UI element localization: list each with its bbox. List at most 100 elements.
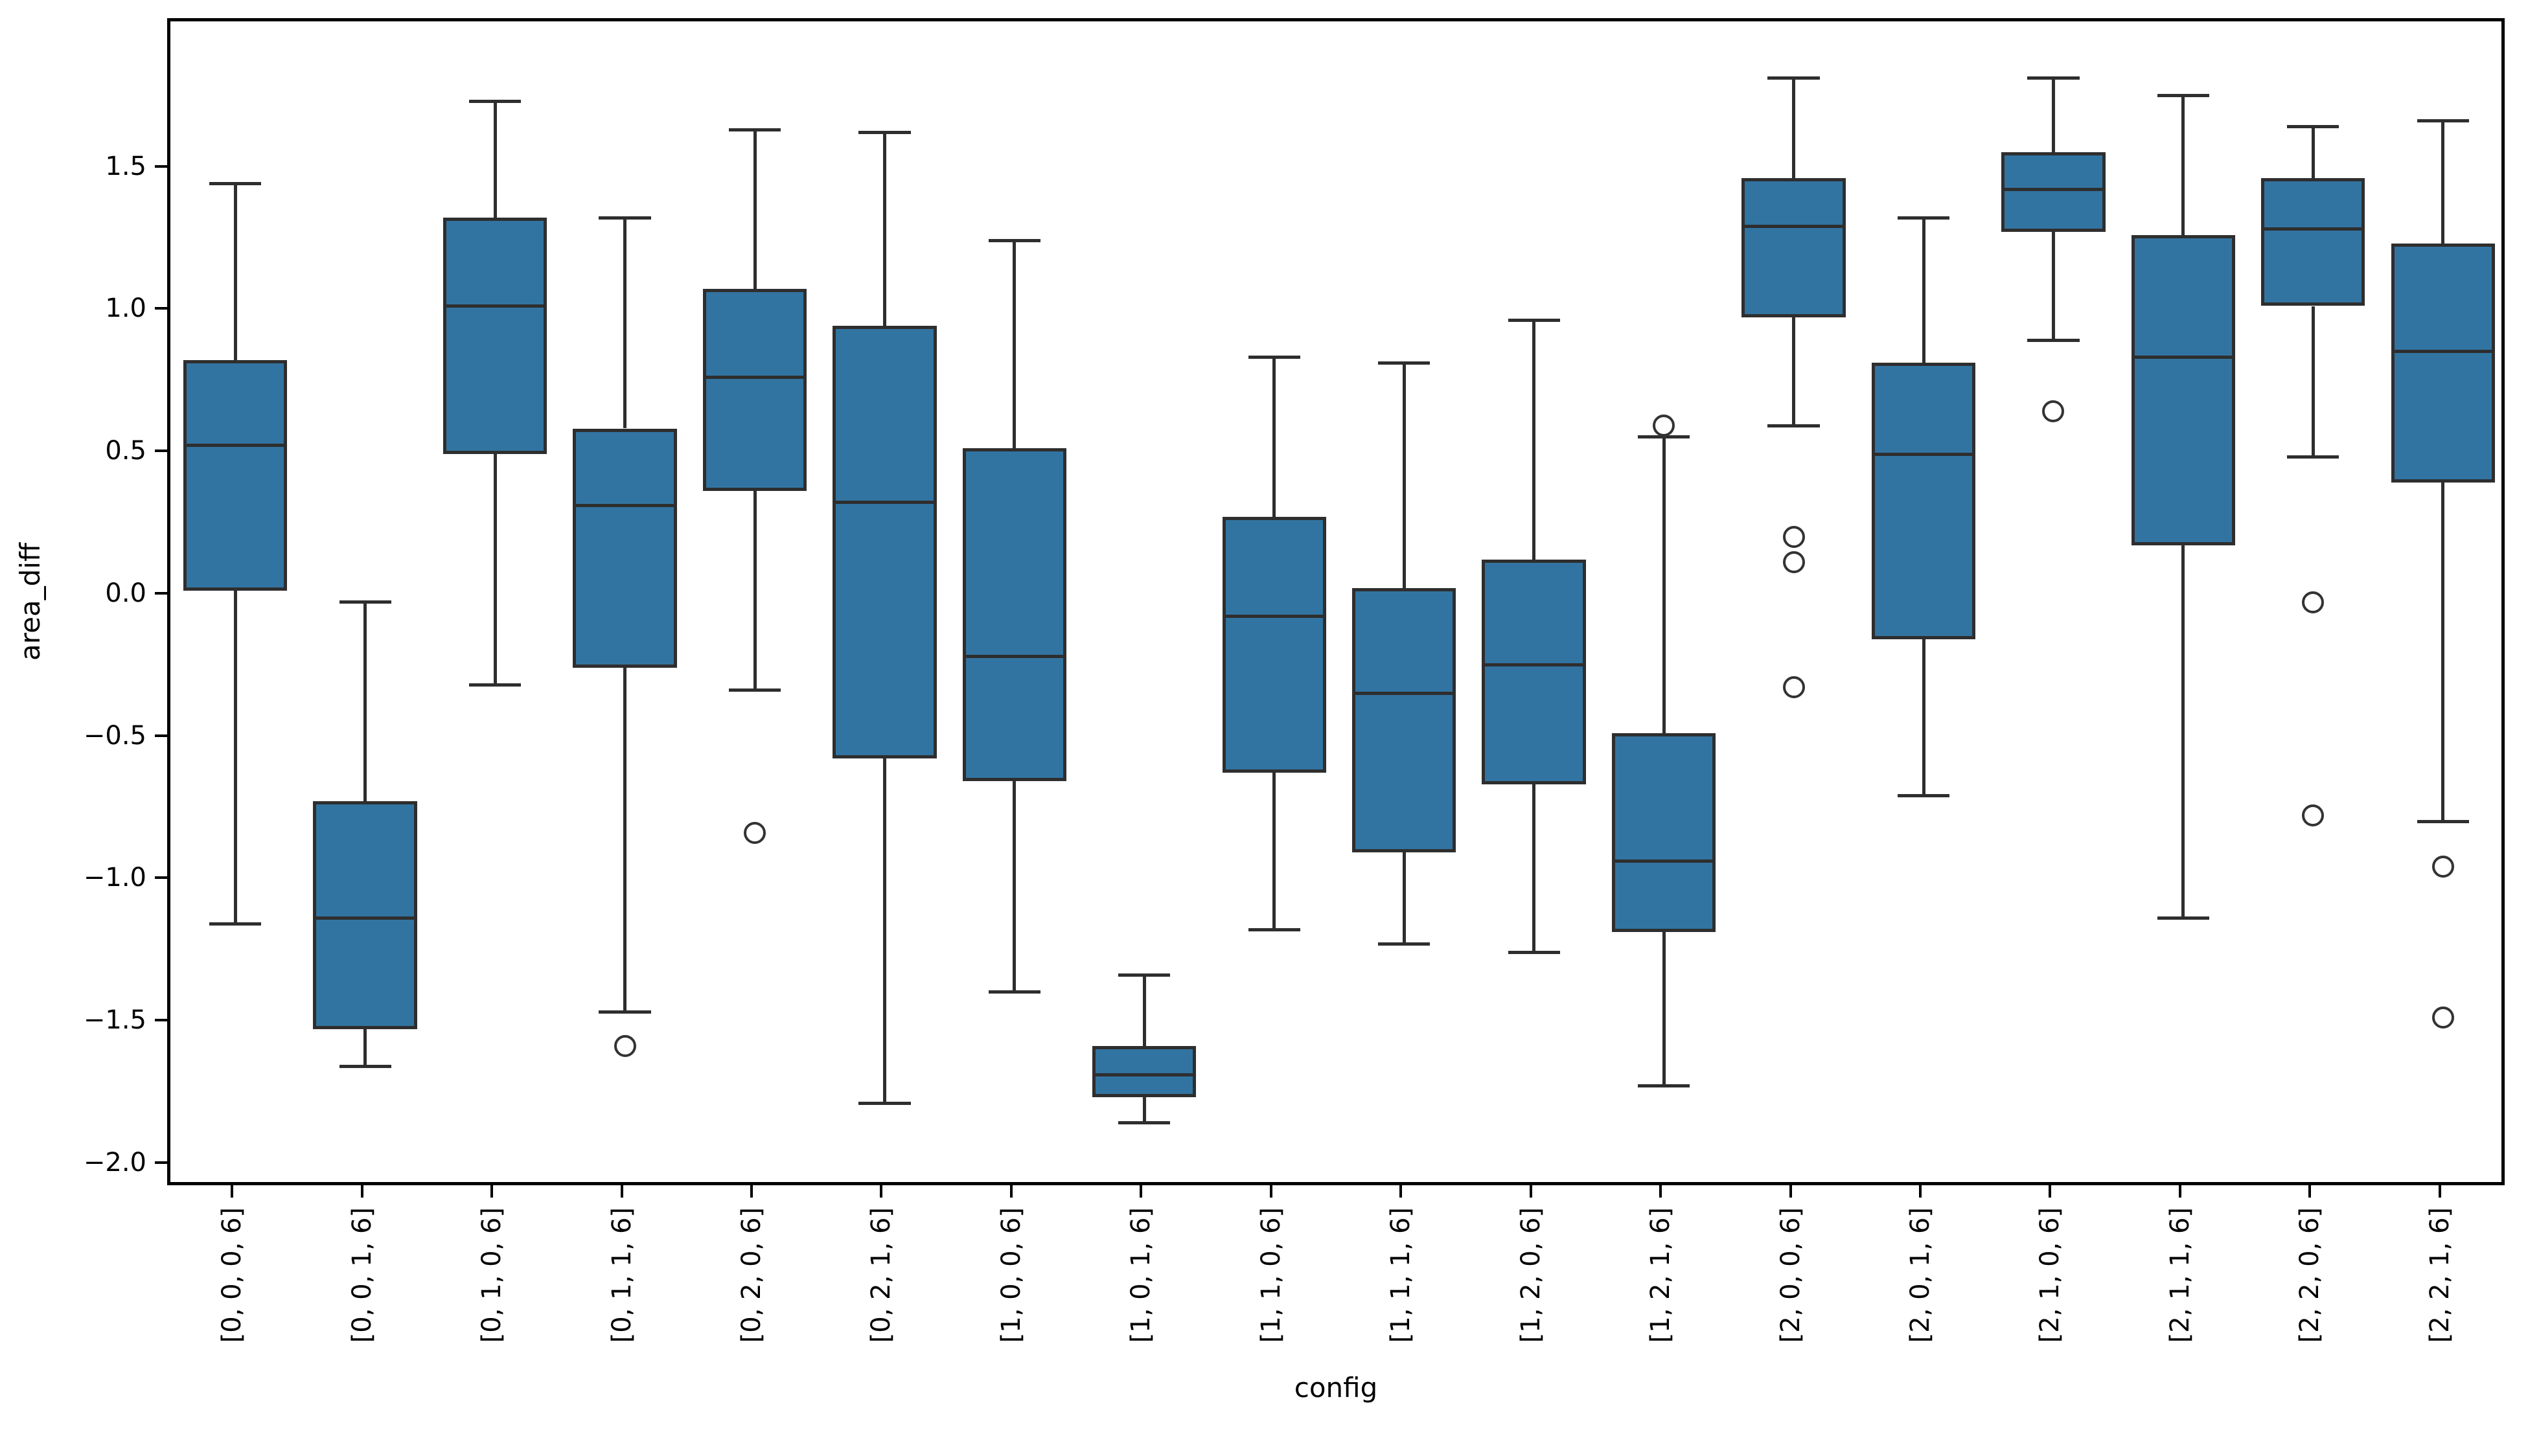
outlier-point — [2431, 1007, 2454, 1029]
x-tick-label: [2, 0, 0, 6] — [1775, 1207, 1806, 1343]
whisker-cap-upper — [1897, 216, 1950, 220]
outlier-point — [2042, 400, 2065, 423]
y-tick — [155, 1019, 167, 1022]
median-line — [1352, 691, 1456, 695]
x-tick — [1789, 1185, 1792, 1198]
whisker-cap-upper — [1248, 356, 1300, 359]
median-line — [1611, 859, 1716, 863]
whisker-upper — [363, 602, 367, 802]
x-tick-label: [1, 1, 0, 6] — [1256, 1207, 1286, 1343]
box-rect — [1741, 177, 1846, 318]
outlier-point — [2302, 591, 2325, 613]
box-rect — [2391, 243, 2495, 483]
x-tick — [1399, 1185, 1403, 1198]
median-line — [702, 375, 807, 379]
box-rect — [442, 218, 547, 455]
whisker-cap-lower — [209, 922, 262, 926]
whisker-cap-lower — [988, 990, 1040, 994]
whisker-lower — [2051, 232, 2055, 341]
median-line — [442, 304, 547, 308]
whisker-cap-lower — [339, 1064, 391, 1068]
whisker-cap-upper — [469, 99, 522, 103]
whisker-lower — [363, 1029, 367, 1066]
whisker-cap-upper — [599, 216, 651, 220]
x-tick-label: [0, 1, 0, 6] — [477, 1207, 507, 1343]
x-tick — [1919, 1185, 1922, 1198]
median-line — [2131, 356, 2236, 359]
x-tick — [1009, 1185, 1013, 1198]
outlier-point — [614, 1035, 636, 1058]
box-rect — [962, 448, 1067, 782]
box-rect — [573, 428, 677, 668]
x-tick — [231, 1185, 234, 1198]
y-tick — [155, 1161, 167, 1164]
whisker-cap-upper — [2417, 119, 2469, 123]
median-line — [2261, 227, 2365, 231]
median-line — [573, 503, 677, 507]
whisker-cap-upper — [2027, 76, 2080, 80]
median-line — [2391, 350, 2495, 354]
whisker-upper — [1272, 357, 1276, 517]
x-tick-label: [0, 0, 1, 6] — [347, 1207, 377, 1343]
box-rect — [2001, 152, 2106, 233]
whisker-cap-lower — [1897, 793, 1950, 797]
y-tick-label: 0.0 — [105, 578, 146, 608]
x-tick-label: [1, 0, 0, 6] — [996, 1207, 1026, 1343]
whisker-cap-upper — [1378, 361, 1431, 365]
x-tick — [750, 1185, 753, 1198]
x-tick — [620, 1185, 623, 1198]
y-tick-label: −1.5 — [83, 1005, 146, 1036]
whisker-cap-lower — [2417, 819, 2469, 823]
x-axis-label: config — [1294, 1372, 1378, 1404]
whisker-cap-lower — [469, 683, 522, 687]
whisker-lower — [1532, 784, 1536, 953]
y-tick — [155, 876, 167, 880]
y-tick-label: 0.5 — [105, 436, 146, 466]
x-tick — [880, 1185, 883, 1198]
x-tick — [2308, 1185, 2312, 1198]
whisker-cap-lower — [1248, 927, 1300, 931]
y-tick — [155, 307, 167, 310]
y-tick-label: −2.0 — [83, 1147, 146, 1177]
y-tick-label: −1.0 — [83, 863, 146, 893]
x-tick-label: [0, 2, 0, 6] — [737, 1207, 766, 1343]
outlier-point — [1782, 525, 1805, 548]
whisker-upper — [753, 130, 757, 290]
y-tick — [155, 165, 167, 168]
plot-area — [167, 18, 2505, 1185]
y-tick — [155, 591, 167, 595]
y-tick-label: 1.0 — [105, 293, 146, 324]
median-line — [313, 916, 417, 920]
y-tick — [155, 449, 167, 453]
whisker-cap-lower — [858, 1101, 911, 1105]
outlier-point — [1782, 551, 1805, 574]
x-tick — [1269, 1185, 1272, 1198]
x-tick — [490, 1185, 494, 1198]
whisker-upper — [1532, 320, 1536, 560]
median-line — [1092, 1073, 1197, 1076]
whisker-lower — [2181, 545, 2185, 918]
x-tick-label: [2, 0, 1, 6] — [1905, 1207, 1935, 1343]
x-tick-label: [1, 2, 1, 6] — [1646, 1207, 1676, 1343]
x-tick — [2178, 1185, 2181, 1198]
x-tick — [1140, 1185, 1143, 1198]
x-tick-label: [1, 2, 0, 6] — [1515, 1207, 1546, 1343]
whisker-upper — [2051, 78, 2055, 153]
whisker-cap-lower — [2157, 916, 2209, 920]
whisker-cap-upper — [2157, 93, 2209, 97]
whisker-upper — [1792, 78, 1796, 178]
whisker-cap-upper — [339, 600, 391, 604]
whisker-cap-upper — [1638, 435, 1690, 439]
box-rect — [2131, 234, 2236, 545]
box-rect — [313, 801, 417, 1029]
box-rect — [1352, 587, 1456, 853]
whisker-upper — [2441, 120, 2445, 244]
x-tick-label: [1, 1, 1, 6] — [1386, 1207, 1416, 1343]
whisker-cap-lower — [1378, 942, 1431, 946]
whisker-cap-upper — [858, 130, 911, 134]
x-tick-label: [2, 2, 0, 6] — [2295, 1207, 2325, 1343]
x-tick-label: [0, 0, 0, 6] — [217, 1207, 247, 1343]
whisker-upper — [1662, 437, 1666, 733]
outlier-point — [2302, 804, 2325, 827]
